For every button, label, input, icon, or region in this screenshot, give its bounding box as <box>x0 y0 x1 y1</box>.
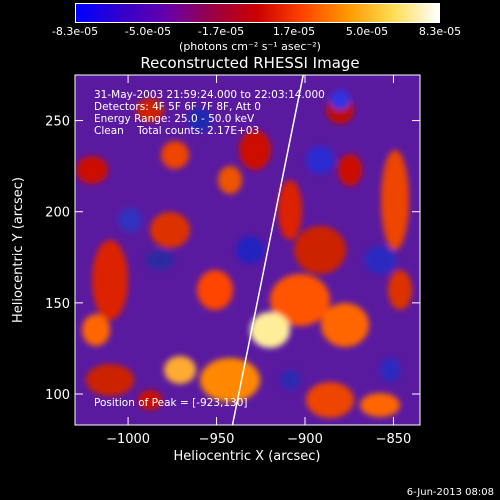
intensity-blob <box>321 303 369 347</box>
colorbar-gradient <box>75 3 440 23</box>
x-axis: −1000 −950 −900 −850 <box>106 75 411 447</box>
colorbar-tick: 8.3e-05 <box>418 25 462 38</box>
annotation-detectors: Detectors: 4F 5F 6F 7F 8F, Att 0 <box>94 101 261 113</box>
intensity-blob <box>239 130 271 170</box>
intensity-blob <box>330 90 350 110</box>
x-axis-label: Heliocentric X (arcsec) <box>174 449 321 464</box>
intensity-blob <box>294 226 346 274</box>
intensity-blob <box>388 270 412 310</box>
y-tick-label: 250 <box>45 115 70 130</box>
intensity-blob <box>381 150 409 250</box>
annotation-energy: Energy Range: 25.0 - 50.0 keV <box>94 113 255 125</box>
intensity-blob <box>146 250 174 270</box>
intensity-blob <box>200 358 260 402</box>
intensity-blob <box>92 240 128 320</box>
solar-limb-line <box>231 74 304 426</box>
intensity-blob <box>150 212 190 248</box>
colorbar-tick: -5.0e-05 <box>124 25 172 38</box>
chart-title: Reconstructed RHESSI Image <box>140 54 360 72</box>
intensity-blob <box>306 382 354 418</box>
intensity-blob <box>270 274 330 326</box>
plot-frame <box>74 74 421 426</box>
intensity-blob <box>197 270 233 310</box>
intensity-blob <box>218 166 242 194</box>
annotation-time: 31-May-2003 21:59:24.000 to 22:03:14.000 <box>94 89 325 101</box>
x-tick-label: −1000 <box>106 432 150 447</box>
colorbar-tick: 1.7e-05 <box>272 25 316 38</box>
intensity-blob <box>380 358 400 382</box>
y-axis-label: Heliocentric Y (arcsec) <box>11 177 26 323</box>
footer-date: 6-Jun-2013 08:08 <box>406 487 494 498</box>
heatmap-intensity <box>76 90 412 418</box>
y-tick-label: 100 <box>45 388 70 403</box>
intensity-blob <box>86 364 134 396</box>
y-axis: 100 150 200 250 <box>45 115 420 403</box>
intensity-blob <box>280 370 300 390</box>
intensity-blob <box>306 146 334 174</box>
annotation-peak: Position of Peak = [-923,130] <box>94 397 248 409</box>
intensity-blob <box>76 156 108 184</box>
x-tick-label: −900 <box>287 432 323 447</box>
annotation-clean: Clean Total counts: 2.17E+03 <box>94 125 260 137</box>
colorbar-tick: -1.7e-05 <box>197 25 245 38</box>
y-tick-label: 200 <box>45 206 70 221</box>
intensity-blob <box>278 180 302 240</box>
intensity-blob <box>136 98 164 122</box>
intensity-blob <box>118 208 142 232</box>
colorbar-tick: 5.0e-05 <box>345 25 389 38</box>
y-tick-label: 150 <box>45 297 70 312</box>
intensity-blob <box>250 312 290 348</box>
intensity-blob <box>338 154 362 186</box>
intensity-blob <box>161 141 189 169</box>
x-tick-label: −850 <box>376 432 412 447</box>
intensity-blob <box>138 390 162 410</box>
colorbar-legend: -8.3e-05 -5.0e-05 -1.7e-05 1.7e-05 5.0e-… <box>52 3 461 38</box>
intensity-blob <box>360 393 400 417</box>
intensity-blob <box>82 314 110 346</box>
intensity-blob <box>364 246 396 274</box>
intensity-blob <box>236 236 264 264</box>
intensity-blob <box>188 108 212 132</box>
x-tick-label: −950 <box>199 432 235 447</box>
colorbar-units: (photons cm⁻² s⁻¹ asec⁻²) <box>179 40 321 53</box>
intensity-blob <box>164 356 196 384</box>
colorbar-tick: -8.3e-05 <box>51 25 99 38</box>
